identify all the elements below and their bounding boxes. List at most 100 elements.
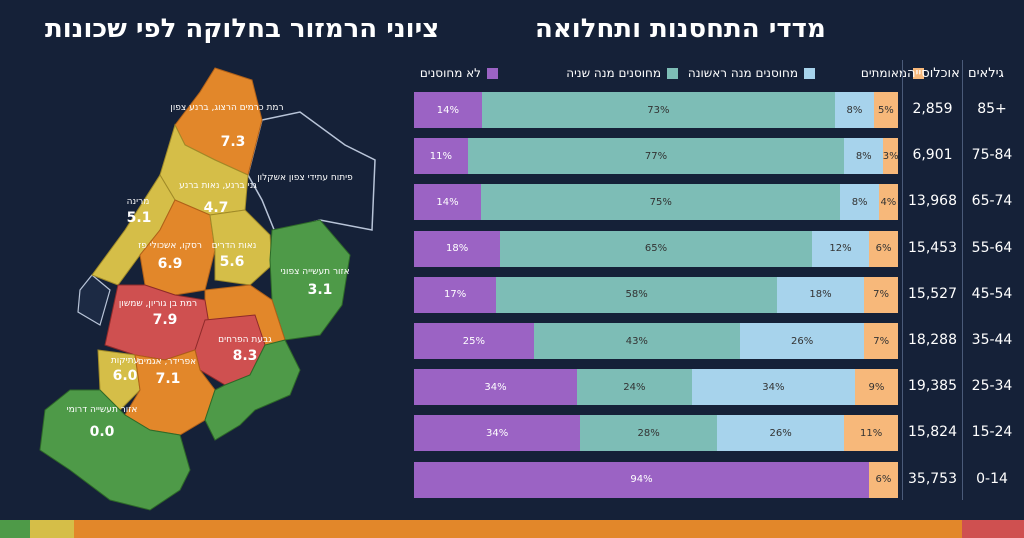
bar-row: 11% 77% 8% 3% (414, 138, 898, 175)
score-marina: 5.1 (127, 210, 152, 226)
score-rasko: 6.9 (158, 256, 183, 272)
bar-segment-dose1: 8% (840, 184, 879, 221)
label-afridar: אפרידר, אגמים (138, 357, 196, 367)
label-gani-barnea: גני ברנע, נאות ברנע (179, 181, 257, 191)
population-value: 15,824 (908, 424, 957, 441)
age-group-label: 65-74 (971, 193, 1013, 210)
bar-segment-dose2: 28% (580, 415, 718, 452)
legend-recovered: מאומתים (861, 66, 924, 80)
bar-segment-dose2: 65% (500, 230, 812, 267)
legend-dose2: מחוסנים מנה שניה (566, 66, 678, 80)
population-value: 2,859 (912, 101, 953, 117)
divider-pop (902, 60, 903, 500)
age-group-label: 75-84 (971, 147, 1013, 164)
bar-segment-unvaccinated: 34% (414, 415, 581, 452)
age-group-label: 45-54 (971, 285, 1013, 302)
label-atikot: עתיקות (111, 356, 139, 366)
strip-green (0, 520, 30, 538)
bar-segment-dose1: 26% (717, 415, 845, 452)
score-south-industry: 0.0 (90, 424, 115, 440)
bar-row: 14% 75% 8% 4% (414, 184, 898, 221)
legend-label-recovered: מאומתים (860, 66, 907, 80)
label-neot-hadarim: נאות הדרים (212, 241, 257, 251)
chart-title: מדדי התחסנות ותחלואה (535, 14, 826, 44)
population-value: 15,527 (908, 285, 957, 302)
map-region-neot-hadarim (209, 209, 273, 286)
bar-segment-recovered: 5% (873, 92, 898, 128)
age-group-label: 0-14 (976, 470, 1008, 487)
bar-segment-dose2: 24% (576, 369, 692, 406)
bar-segment-dose2: 43% (533, 323, 740, 359)
bar-row: 94% 6% (414, 461, 898, 498)
bar-segment-unvaccinated: 94% (414, 461, 869, 498)
score-afridar: 7.1 (156, 371, 181, 387)
bar-segment-recovered: 6% (869, 230, 898, 267)
strip-red (962, 520, 1024, 538)
bar-segment-unvaccinated: 34% (414, 369, 577, 406)
legend-label-dose2: מחוסנים מנה שניה (566, 66, 661, 80)
population-column-header: אוכלוסייה (907, 66, 960, 81)
bar-row: 34% 24% 34% 9% (414, 369, 898, 406)
label-north-industry: אזור תעשייה צפוני (280, 267, 349, 277)
legend-dose1: מחוסנים מנה ראשונה (688, 66, 815, 80)
population-value: 13,968 (908, 193, 957, 210)
bar-segment-unvaccinated: 18% (414, 230, 501, 267)
bar-segment-dose1: 18% (776, 276, 865, 313)
legend-swatch-unvaccinated (487, 67, 498, 79)
map-region-coast-dark (77, 274, 111, 326)
score-ramat-ben-gurion: 7.9 (153, 312, 178, 328)
strip-yellow (30, 520, 74, 538)
age-group-label: 25-34 (971, 378, 1013, 395)
population-value: 15,453 (908, 239, 957, 256)
score-ramat-karmim: 7.3 (221, 134, 246, 150)
color-strip (0, 520, 1024, 538)
map-labels: רמת כרמים הרצוג, ברנע צפון 7.3 פיתוח עתי… (67, 103, 354, 440)
chart-legend: לא מחוסנים מחוסנים מנה שניה מחוסנים מנה … (410, 66, 930, 84)
bar-segment-unvaccinated: 14% (414, 184, 482, 221)
bar-segment-dose2: 77% (467, 138, 845, 175)
bar-segment-recovered: 3% (883, 138, 898, 175)
population-value: 6,901 (912, 147, 953, 164)
label-marina: מרינה (127, 197, 150, 207)
bar-segment-recovered: 9% (854, 369, 898, 406)
map-region-north-future (247, 111, 376, 233)
score-north-industry: 3.1 (308, 282, 333, 298)
strip-orange (74, 520, 962, 538)
age-group-label: 15-24 (971, 424, 1013, 441)
age-column-header: גילאים (968, 66, 1004, 81)
bar-segment-dose1: 26% (739, 323, 865, 359)
bar-segment-recovered: 4% (878, 184, 898, 221)
score-atikot: 6.0 (113, 368, 138, 384)
bar-segment-unvaccinated: 25% (414, 323, 534, 359)
divider-age (962, 60, 963, 500)
legend-swatch-dose1 (804, 67, 815, 79)
bar-segment-unvaccinated: 14% (414, 92, 482, 128)
label-ramat-karmim: רמת כרמים הרצוג, ברנע צפון (170, 103, 283, 113)
bar-segment-recovered: 7% (864, 323, 898, 359)
bar-segment-dose1: 12% (811, 230, 870, 267)
label-south-industry: אזור תעשייה דרומי (67, 405, 138, 415)
bar-segment-dose2: 58% (496, 276, 777, 313)
score-neot-hadarim: 5.6 (220, 254, 245, 270)
legend-swatch-recovered (913, 67, 924, 79)
map-region-south-industry (39, 389, 191, 511)
legend-label-dose1: מחוסנים מנה ראשונה (687, 66, 798, 80)
bar-segment-recovered: 6% (868, 461, 898, 498)
map-title: ציוני הרמזור בחלוקה לפי שכונות (45, 14, 440, 44)
legend-label-unvaccinated: לא מחוסנים (419, 66, 481, 80)
label-ramat-ben-gurion: רמת בן גוריון, שמשון (119, 299, 197, 309)
bar-segment-dose1: 8% (835, 92, 874, 128)
bar-row: 25% 43% 26% 7% (414, 323, 898, 359)
bar-segment-unvaccinated: 17% (414, 276, 497, 313)
bar-row: 14% 73% 8% 5% (414, 92, 898, 128)
legend-unvaccinated: לא מחוסנים (420, 66, 498, 80)
score-givat-haprachim: 8.3 (233, 348, 258, 364)
bar-row: 17% 58% 18% 7% (414, 276, 898, 313)
bar-row: 18% 65% 12% 6% (414, 230, 898, 267)
bar-segment-dose1: 8% (844, 138, 884, 175)
bar-segment-recovered: 7% (864, 276, 898, 313)
bar-segment-recovered: 11% (844, 415, 898, 452)
map-region-atikot (97, 349, 141, 411)
bar-segment-unvaccinated: 11% (414, 138, 468, 175)
population-value: 18,288 (908, 332, 957, 348)
